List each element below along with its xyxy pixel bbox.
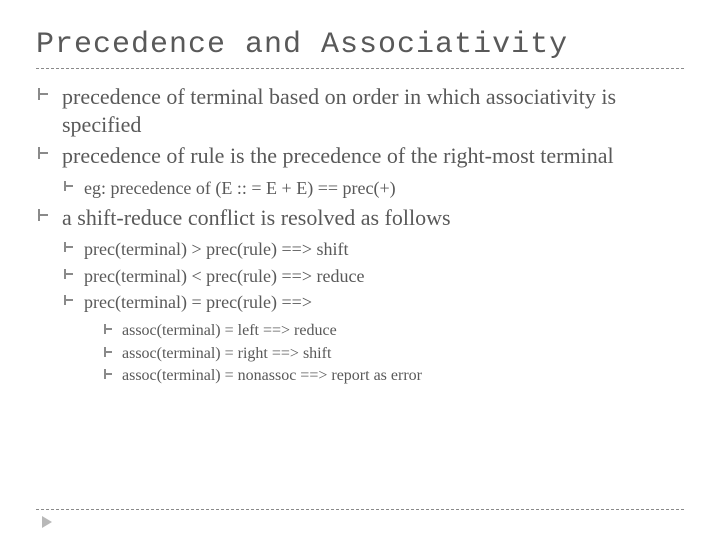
bullet-item: precedence of terminal based on order in… [36, 83, 684, 138]
sub-bullet-item: prec(terminal) > prec(rule) ==> shift [62, 237, 684, 261]
bullet-list: precedence of terminal based on order in… [36, 83, 684, 387]
bullet-item: a shift-reduce conflict is resolved as f… [36, 204, 684, 387]
bullet-item: precedence of rule is the precedence of … [36, 142, 684, 200]
bullet-text: prec(terminal) = prec(rule) ==> [84, 292, 312, 312]
subsub-bullet-item: assoc(terminal) = left ==> reduce [102, 320, 684, 342]
bullet-text: assoc(terminal) = nonassoc ==> report as… [122, 367, 422, 384]
bullet-text: prec(terminal) > prec(rule) ==> shift [84, 239, 349, 259]
subsub-bullet-item: assoc(terminal) = right ==> shift [102, 343, 684, 365]
slide-title: Precedence and Associativity [36, 28, 684, 62]
bullet-text: precedence of rule is the precedence of … [62, 143, 614, 168]
bullet-text: assoc(terminal) = right ==> shift [122, 345, 331, 362]
bullet-text: eg: precedence of (E :: = E + E) == prec… [84, 178, 396, 198]
subsub-bullet-item: assoc(terminal) = nonassoc ==> report as… [102, 365, 684, 387]
divider-top [36, 68, 684, 69]
sub-bullet-list: eg: precedence of (E :: = E + E) == prec… [62, 176, 684, 200]
sub-bullet-item: prec(terminal) = prec(rule) ==> assoc(te… [62, 290, 684, 387]
triangle-icon [42, 516, 52, 528]
subsub-bullet-list: assoc(terminal) = left ==> reduce assoc(… [102, 320, 684, 387]
bullet-text: precedence of terminal based on order in… [62, 84, 616, 137]
bullet-text: assoc(terminal) = left ==> reduce [122, 322, 337, 339]
bullet-text: prec(terminal) < prec(rule) ==> reduce [84, 266, 364, 286]
sub-bullet-item: eg: precedence of (E :: = E + E) == prec… [62, 176, 684, 200]
divider-bottom [36, 509, 684, 510]
sub-bullet-item: prec(terminal) < prec(rule) ==> reduce [62, 264, 684, 288]
sub-bullet-list: prec(terminal) > prec(rule) ==> shift pr… [62, 237, 684, 387]
bullet-text: a shift-reduce conflict is resolved as f… [62, 205, 451, 230]
